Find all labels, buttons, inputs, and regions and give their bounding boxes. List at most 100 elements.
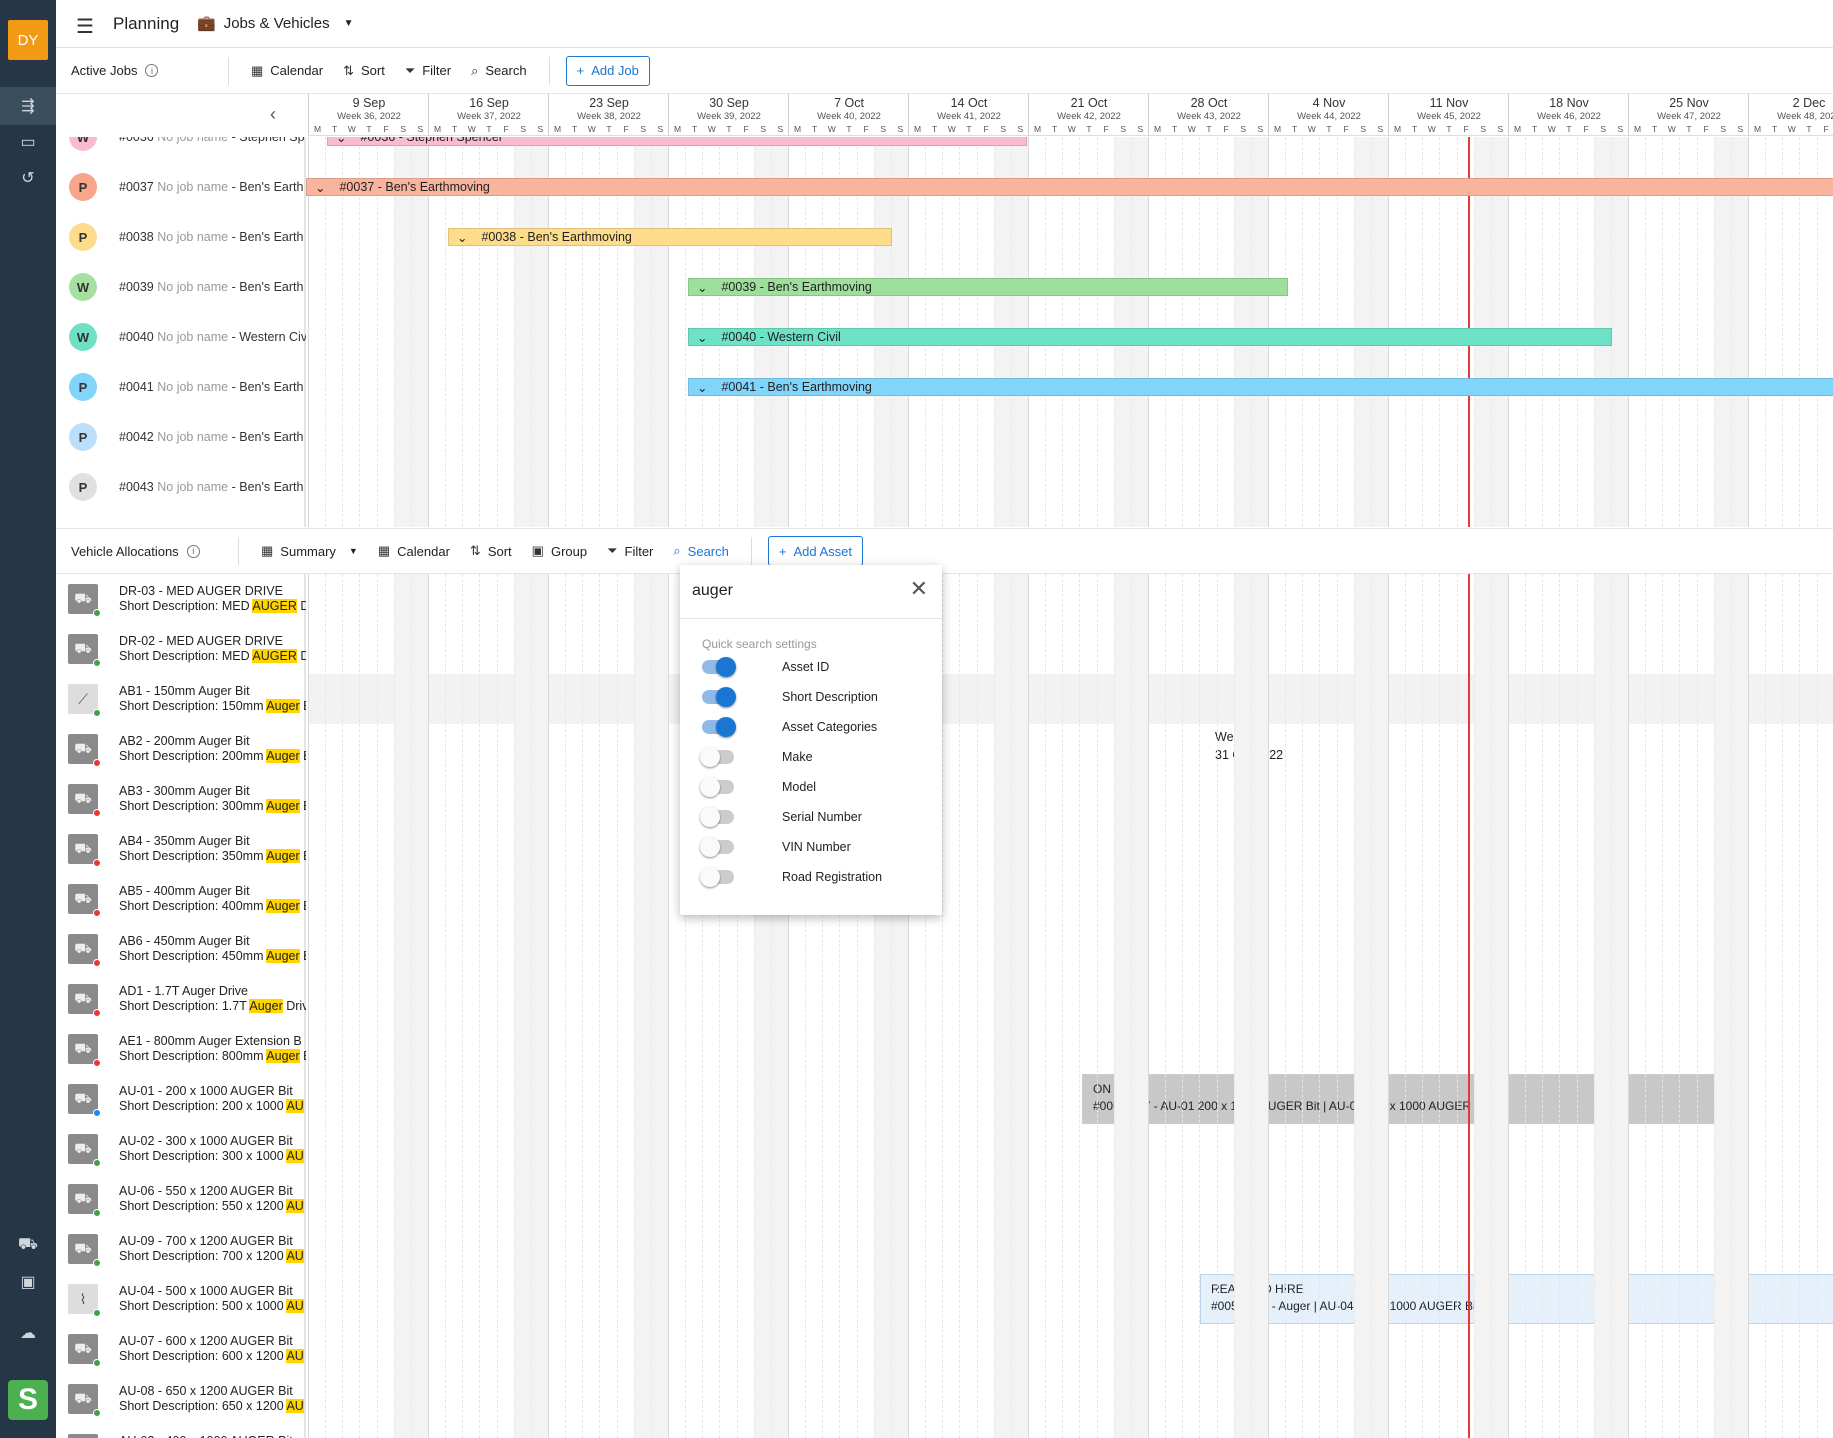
cloud-nav-icon[interactable]: ☁: [20, 1325, 36, 1342]
day-gridline: [462, 574, 464, 1438]
week-number: Week 45, 2022: [1417, 111, 1481, 122]
job-row[interactable]: W #0039 No job name - Ben's Earth: [56, 262, 306, 312]
toggle-switch[interactable]: [700, 807, 734, 827]
job-avatar: W: [69, 273, 97, 301]
add-asset-button[interactable]: + Add Asset: [767, 536, 864, 566]
asset-row[interactable]: ⛟ AU-06 - 550 x 1200 AUGER Bit Short Descr…: [56, 1174, 306, 1224]
sort-button[interactable]: ⇅ Sort: [333, 56, 395, 86]
asset-row[interactable]: ⛟ AU-08 - 650 x 1200 AUGER Bit Short Descr…: [56, 1374, 306, 1424]
toggle-switch[interactable]: [700, 867, 734, 887]
search-button-active[interactable]: ⌕ Search: [663, 536, 738, 566]
sort-button[interactable]: ⇅ Sort: [460, 536, 522, 566]
job-avatar: W: [69, 323, 97, 351]
search-option-vin-number[interactable]: VIN Number: [700, 836, 932, 858]
job-bar[interactable]: ⌄ #0037 - Ben's Earthmoving: [306, 178, 1833, 196]
card-nav-icon[interactable]: ▭: [20, 134, 36, 151]
job-bar-label: #0041 - Ben's Earthmoving: [721, 380, 872, 394]
asset-row[interactable]: ⛟ AU-09 - 700 x 1200 AUGER Bit Short Descr…: [56, 1224, 306, 1274]
asset-row[interactable]: ⛟ AB6 - 450mm Auger Bit Short Description:…: [56, 924, 306, 974]
search-option-short-description[interactable]: Short Description: [702, 686, 932, 708]
description-text: Short Description: MED: [119, 649, 253, 663]
calendar-button[interactable]: ▦ Calendar: [368, 536, 460, 566]
calendar-icon: ▦: [251, 62, 264, 78]
filter-button[interactable]: ⏷ Filter: [597, 536, 663, 566]
day-gridline: [513, 137, 515, 527]
info-icon[interactable]: i: [145, 64, 159, 77]
job-row[interactable]: P #0037 No job name - Ben's Earth: [56, 162, 306, 212]
day-gridline: [1336, 574, 1338, 1438]
user-avatar[interactable]: DY: [8, 20, 48, 60]
asset-label: AB1 - 150mm Auger Bit Short Description: …: [119, 684, 306, 714]
planning-nav-icon[interactable]: ⇶: [0, 87, 56, 125]
job-row[interactable]: P #0041 No job name - Ben's Earth: [56, 362, 306, 412]
chevron-down-icon[interactable]: ⌄: [697, 380, 708, 395]
hamburger-menu-icon[interactable]: ☰: [76, 16, 94, 38]
asset-row[interactable]: ⛟ AU-07 - 600 x 1200 AUGER Bit Short Descr…: [56, 1324, 306, 1374]
toggle-switch[interactable]: [700, 837, 734, 857]
filter-button[interactable]: ⏷ Filter: [395, 56, 461, 86]
job-row[interactable]: W #0040 No job name - Western Civ: [56, 312, 306, 362]
asset-row[interactable]: ⛟ DR-03 - MED AUGER DRIVE Short Descriptio…: [56, 574, 306, 624]
job-row[interactable]: W #0036 No job name - Stephen Sp: [56, 137, 306, 162]
description-text: Short Description: 1.7T: [119, 999, 250, 1013]
search-option-asset-categories[interactable]: Asset Categories: [702, 716, 932, 738]
job-bar-label: #0038 - Ben's Earthmoving: [481, 230, 632, 244]
search-option-model[interactable]: Model: [700, 776, 932, 798]
search-label: Search: [485, 63, 527, 78]
chevron-down-icon[interactable]: ⌄: [697, 280, 708, 295]
toggle-switch[interactable]: [702, 687, 736, 707]
calendar-button[interactable]: ▦ Calendar: [241, 56, 333, 86]
asset-row[interactable]: ⛟ AU-02 - 300 x 1000 AUGER Bit Short Descr…: [56, 1124, 306, 1174]
job-bar[interactable]: ⌄ #0036 - Stephen Spencer: [327, 137, 1027, 146]
asset-row[interactable]: ⛟ AU-01 - 200 x 1000 AUGER Bit Short Descr…: [56, 1074, 306, 1124]
job-row[interactable]: P #0038 No job name - Ben's Earth: [56, 212, 306, 262]
asset-row[interactable]: ⛟ AB4 - 350mm Auger Bit Short Description:…: [56, 824, 306, 874]
search-option-serial-number[interactable]: Serial Number: [700, 806, 932, 828]
status-dot: [93, 1259, 101, 1267]
job-bar[interactable]: ⌄ #0038 - Ben's Earthmoving: [448, 228, 892, 246]
job-row[interactable]: P #0043 No job name - Ben's Earth: [56, 462, 306, 512]
toggle-switch[interactable]: [702, 717, 736, 737]
asset-row[interactable]: ⛟ AU-03 - 400 x 1000 AUGER Bit: [56, 1424, 306, 1438]
chevron-down-icon[interactable]: ⌄: [457, 230, 468, 245]
add-job-button[interactable]: + Add Job: [565, 55, 650, 86]
history-nav-icon[interactable]: ↺: [21, 170, 35, 187]
summary-dropdown[interactable]: ▦ Summary ▼: [251, 536, 368, 566]
job-row[interactable]: P #0042 No job name - Ben's Earth: [56, 412, 306, 462]
chevron-down-icon[interactable]: ⌄: [697, 330, 708, 345]
contact-nav-icon[interactable]: ▣: [20, 1274, 36, 1291]
search-option-asset-id[interactable]: Asset ID: [702, 656, 932, 678]
search-option-road-registration[interactable]: Road Registration: [700, 866, 932, 888]
group-button[interactable]: ▣ Group: [522, 536, 597, 566]
info-icon[interactable]: i: [186, 544, 200, 558]
collapse-panel-icon[interactable]: ‹: [270, 104, 276, 124]
chevron-down-icon[interactable]: ⌄: [315, 180, 326, 195]
vehicle-nav-icon[interactable]: ⛟: [17, 1236, 39, 1253]
asset-row[interactable]: ⌇ AU-04 - 500 x 1000 AUGER Bit Short Descr…: [56, 1274, 306, 1324]
asset-row[interactable]: ⛟ AD1 - 1.7T Auger Drive Short Description…: [56, 974, 306, 1024]
job-id: #0040: [119, 330, 154, 344]
toggle-switch[interactable]: [700, 747, 734, 767]
close-icon[interactable]: ✕: [909, 576, 928, 601]
asset-description: Short Description: 150mm Auger B: [119, 699, 306, 714]
asset-row[interactable]: ⟋ AB1 - 150mm Auger Bit Short Description:…: [56, 674, 306, 724]
asset-row[interactable]: ⛟ AB3 - 300mm Auger Bit Short Description:…: [56, 774, 306, 824]
toggle-switch[interactable]: [700, 777, 734, 797]
day-gridline: [1679, 137, 1681, 527]
asset-label: AB3 - 300mm Auger Bit Short Description: …: [119, 784, 306, 814]
job-bar[interactable]: ⌄ #0039 - Ben's Earthmoving: [688, 278, 1288, 296]
search-highlight: Auger: [266, 749, 300, 763]
job-bar[interactable]: ⌄ #0041 - Ben's Earthmoving: [688, 378, 1833, 396]
search-button[interactable]: ⌕ Search: [461, 56, 536, 86]
search-highlight: Auger: [266, 949, 300, 963]
job-bar[interactable]: ⌄ #0040 - Western Civil: [688, 328, 1612, 346]
search-input[interactable]: auger: [692, 582, 733, 599]
asset-row[interactable]: ⛟ AE1 - 800mm Auger Extension B Short Desc…: [56, 1024, 306, 1074]
asset-row[interactable]: ⛟ AB2 - 200mm Auger Bit Short Description:…: [56, 724, 306, 774]
chevron-down-icon[interactable]: ⌄: [336, 137, 347, 145]
toggle-switch[interactable]: [702, 657, 736, 677]
asset-row[interactable]: ⛟ DR-02 - MED AUGER DRIVE Short Descriptio…: [56, 624, 306, 674]
context-selector[interactable]: 💼 Jobs & Vehicles ▼: [197, 14, 354, 33]
search-option-make[interactable]: Make: [700, 746, 932, 768]
asset-row[interactable]: ⛟ AB5 - 400mm Auger Bit Short Description:…: [56, 874, 306, 924]
